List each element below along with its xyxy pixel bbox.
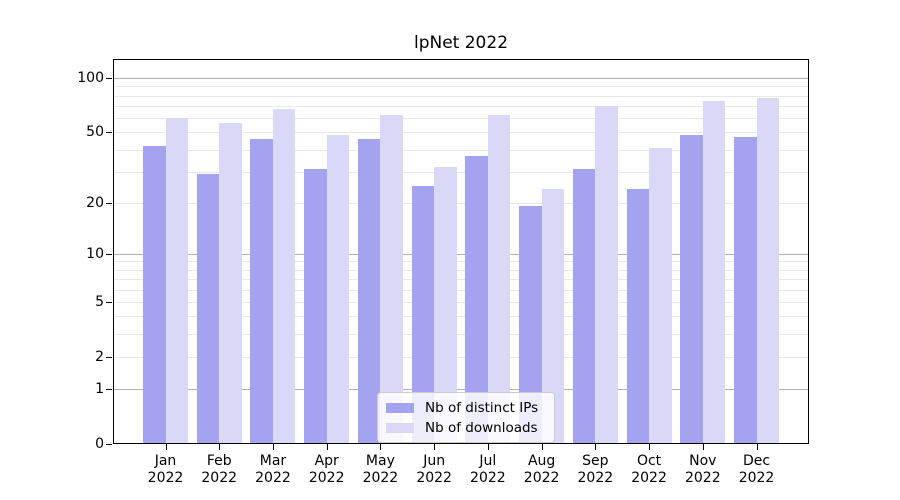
x-tick-label-sep: Sep 2022	[577, 453, 614, 486]
major-gridline-100	[113, 78, 809, 79]
x-tick-label-jun: Jun 2022	[416, 453, 452, 486]
minor-gridline-7	[113, 279, 809, 281]
legend: Nb of distinct IPs Nb of downloads	[377, 392, 555, 443]
bar-distinct-ips-apr	[304, 169, 327, 444]
bar-downloads-jul	[487, 115, 511, 444]
bar-distinct-ips-nov	[680, 135, 703, 444]
legend-label-downloads: Nb of downloads	[425, 419, 538, 436]
x-tick-jun	[434, 444, 436, 450]
y-tick-20	[106, 202, 112, 204]
x-tick-jul	[487, 444, 489, 450]
y-tick-50	[106, 132, 112, 134]
minor-gridline-60	[113, 117, 809, 119]
minor-gridline-40	[113, 149, 809, 151]
x-tick-apr	[326, 444, 328, 450]
bar-distinct-ips-jul	[465, 155, 488, 444]
minor-gridline-3	[113, 334, 809, 336]
plot-area	[113, 59, 809, 444]
bar-downloads-aug	[541, 188, 565, 444]
minor-gridline-50	[113, 132, 809, 134]
minor-gridline-70	[113, 105, 809, 107]
y-tick-label-10: 10	[86, 245, 104, 262]
legend-swatch-downloads	[386, 422, 414, 433]
x-tick-label-feb: Feb 2022	[201, 453, 238, 486]
x-tick-may	[380, 444, 382, 450]
bar-downloads-nov	[702, 100, 726, 444]
minor-gridline-80	[113, 95, 809, 97]
legend-label-distinct-ips: Nb of distinct IPs	[425, 399, 539, 416]
major-gridline-10	[113, 253, 809, 255]
y-tick-label-5: 5	[95, 293, 104, 310]
x-tick-nov	[702, 444, 704, 450]
bar-downloads-mar	[272, 109, 296, 444]
minor-gridline-90	[113, 86, 809, 88]
bar-distinct-ips-may	[357, 138, 381, 444]
x-tick-label-may: May 2022	[362, 453, 399, 486]
y-tick-10	[106, 253, 112, 255]
y-tick-label-20: 20	[86, 194, 104, 211]
x-tick-sep	[595, 444, 597, 450]
minor-gridline-20	[113, 202, 809, 204]
bar-downloads-may	[380, 115, 403, 444]
bar-downloads-dec	[756, 97, 780, 444]
x-tick-mar	[272, 444, 274, 450]
bar-downloads-jan	[165, 118, 188, 444]
y-tick-0	[106, 444, 112, 445]
bar-distinct-ips-mar	[250, 138, 273, 444]
legend-item-distinct-ips: Nb of distinct IPs	[378, 400, 554, 416]
y-tick-label-50: 50	[86, 124, 104, 141]
minor-gridline-2	[113, 356, 809, 358]
y-tick-5	[106, 301, 112, 303]
y-tick-label-100: 100	[77, 70, 104, 86]
x-tick-oct	[649, 444, 651, 450]
x-tick-label-apr: Apr 2022	[308, 453, 345, 486]
bar-distinct-ips-dec	[734, 137, 757, 444]
minor-gridline-30	[113, 171, 809, 173]
minor-gridline-6	[113, 289, 809, 291]
x-tick-label-jan: Jan 2022	[147, 453, 184, 486]
bar-downloads-apr	[326, 135, 350, 444]
bar-downloads-sep	[595, 105, 618, 444]
minor-gridline-8	[113, 269, 809, 271]
y-tick-1	[106, 389, 112, 391]
y-tick-100	[106, 78, 112, 79]
minor-gridline-4	[113, 316, 809, 318]
y-tick-2	[106, 356, 112, 358]
y-tick-label-0: 0	[95, 436, 104, 452]
bar-downloads-oct	[649, 147, 672, 444]
x-tick-label-jul: Jul 2022	[470, 453, 506, 486]
bar-distinct-ips-oct	[626, 188, 650, 444]
x-tick-label-aug: Aug 2022	[523, 453, 560, 486]
x-tick-feb	[219, 444, 221, 450]
x-tick-aug	[541, 444, 543, 450]
minor-gridline-9	[113, 261, 809, 263]
x-tick-label-nov: Nov 2022	[684, 453, 721, 486]
legend-item-downloads: Nb of downloads	[378, 420, 554, 436]
x-tick-dec	[756, 444, 758, 450]
minor-gridline-5	[113, 301, 809, 303]
x-tick-label-oct: Oct 2022	[631, 453, 667, 486]
legend-swatch-distinct-ips	[386, 402, 414, 413]
y-tick-label-1: 1	[95, 381, 104, 398]
bar-distinct-ips-jan	[143, 145, 166, 444]
bar-downloads-feb	[219, 123, 242, 444]
y-tick-label-2: 2	[95, 348, 104, 365]
bar-downloads-jun	[434, 166, 457, 444]
x-tick-label-dec: Dec 2022	[738, 453, 775, 486]
major-gridline-1	[113, 389, 809, 391]
chart-title: lpNet 2022	[413, 33, 509, 53]
x-tick-jan	[165, 444, 167, 450]
bar-distinct-ips-jun	[411, 185, 435, 444]
bar-distinct-ips-aug	[519, 206, 542, 444]
x-tick-label-mar: Mar 2022	[255, 453, 291, 486]
bar-distinct-ips-feb	[196, 174, 220, 444]
bar-distinct-ips-sep	[572, 169, 596, 444]
